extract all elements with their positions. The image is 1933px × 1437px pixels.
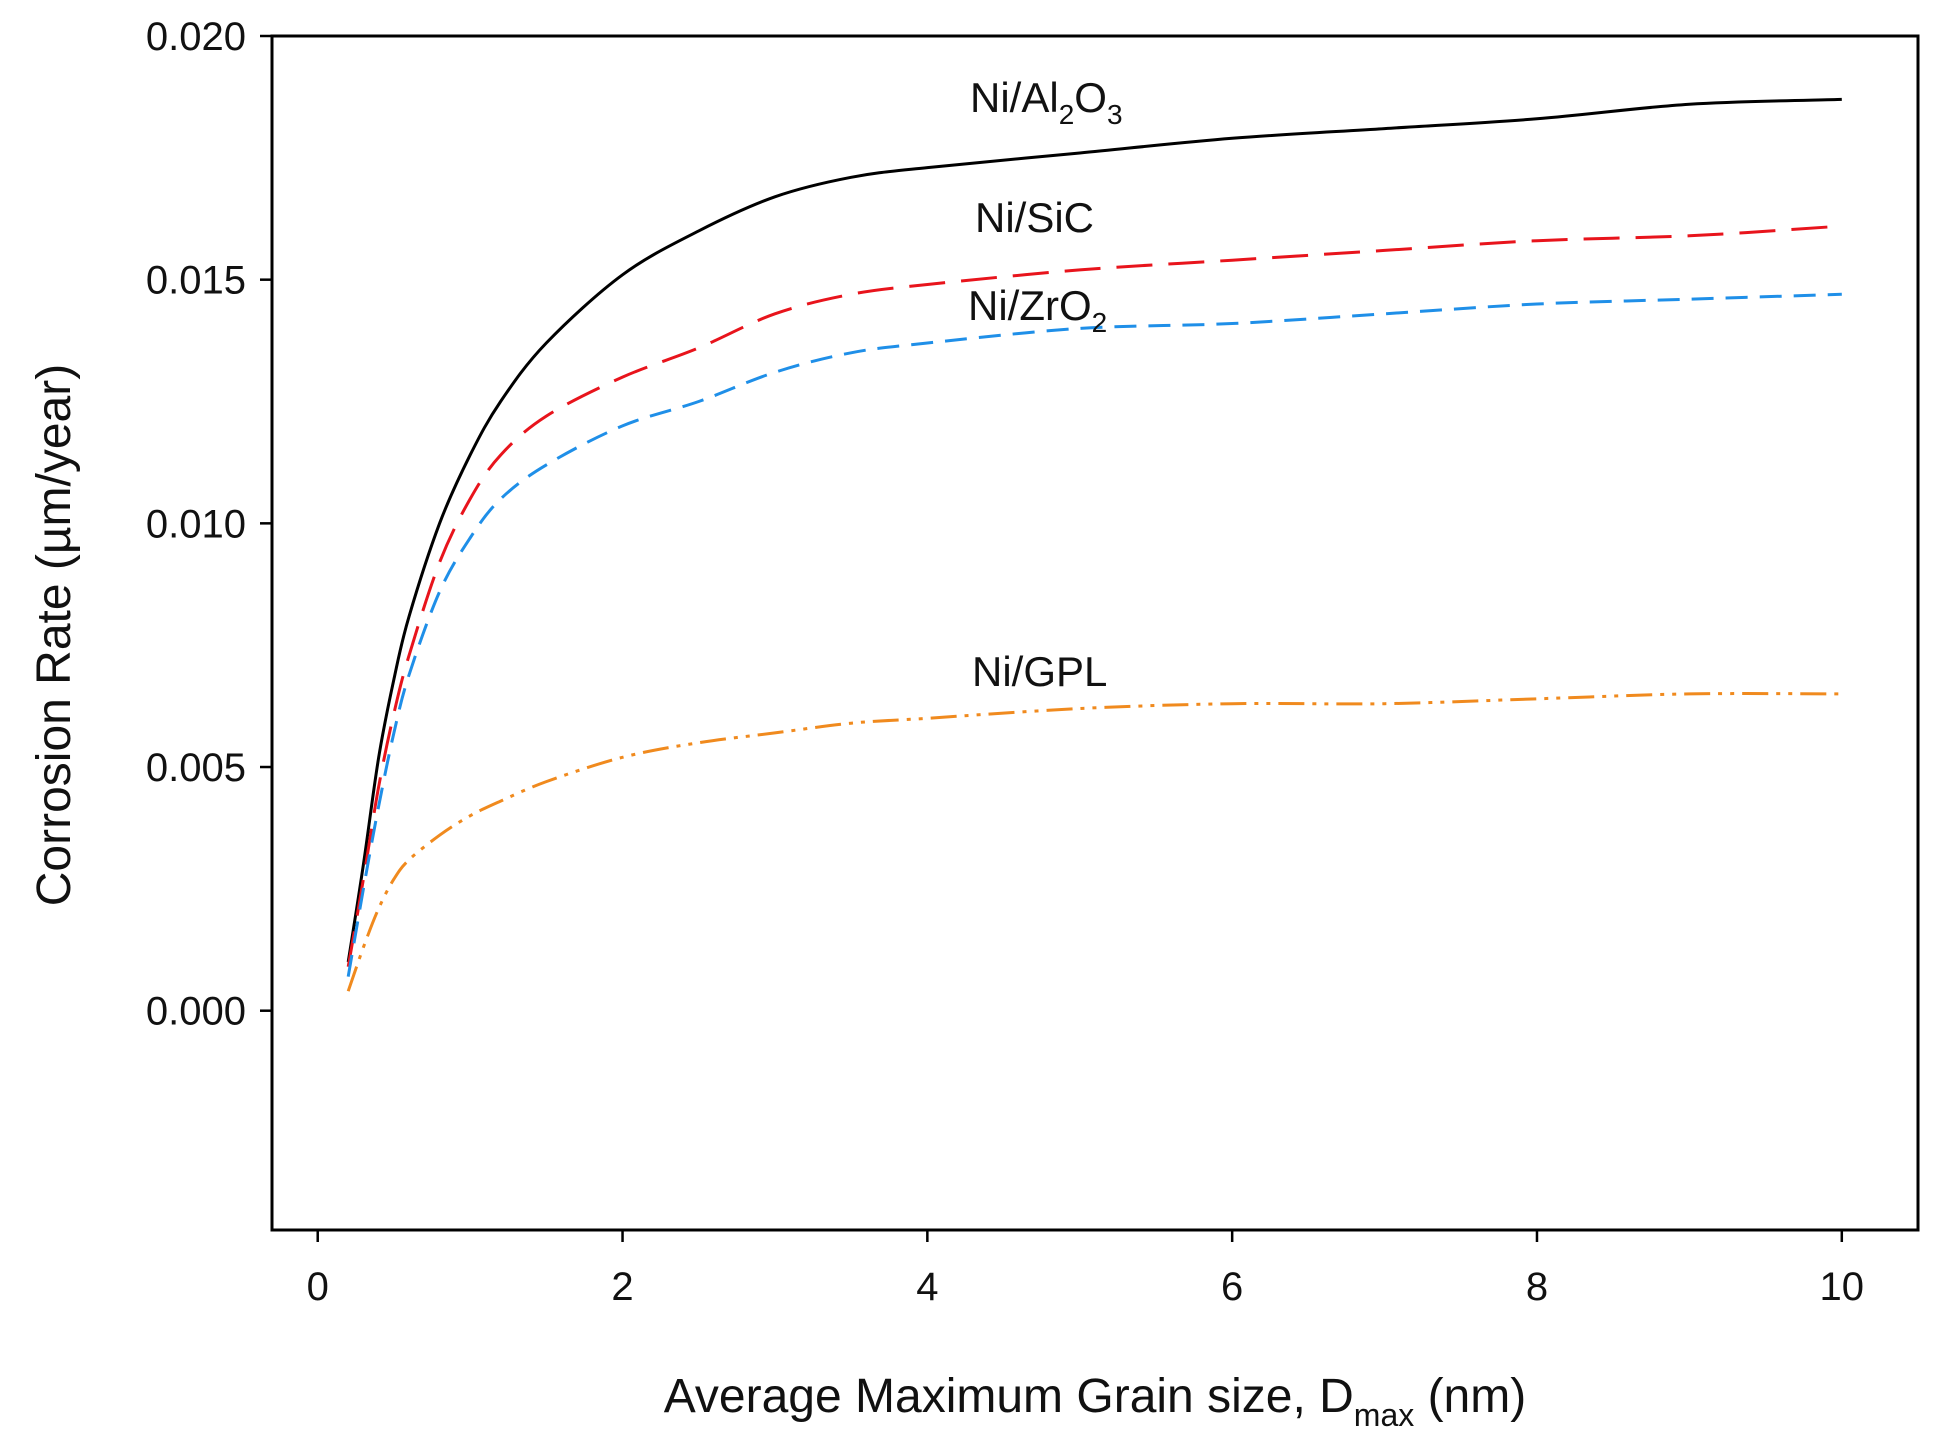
x-tick-label: 8: [1526, 1265, 1548, 1309]
y-tick-label: 0.005: [146, 746, 246, 790]
series-label-ni-al2o3: Ni/Al2O3: [970, 74, 1123, 130]
plot-frame: [270, 34, 1920, 1232]
x-tick-label: 2: [611, 1265, 633, 1309]
x-tick-label: 6: [1221, 1265, 1243, 1309]
series-label-ni-gpl: Ni/GPL: [972, 648, 1107, 695]
series-line-ni-al2o3: [346, 97, 1842, 963]
series-line-ni-gpl: [346, 692, 1842, 992]
y-tick-label: 0.020: [146, 15, 246, 59]
series-label-ni-sic: Ni/SiC: [975, 194, 1094, 241]
x-axis-title: Average Maximum Grain size, Dmax (nm): [664, 1370, 1526, 1433]
x-tick-label: 0: [307, 1265, 329, 1309]
y-axis-ticks: 0.000 0.005 0.010 0.015 0.020: [146, 15, 272, 1034]
series-label-ni-zro2: Ni/ZrO2: [968, 282, 1107, 338]
series-lines: [346, 97, 1842, 992]
series-line-ni-zro2: [346, 292, 1842, 977]
x-tick-label: 4: [916, 1265, 938, 1309]
x-tick-label: 10: [1820, 1265, 1865, 1309]
y-tick-label: 0.015: [146, 259, 246, 303]
y-axis-title: Corrosion Rate (µm/year): [28, 364, 81, 906]
series-line-ni-sic: [346, 224, 1842, 968]
x-axis-ticks: 0 2 4 6 8 10: [307, 1230, 1864, 1309]
y-tick-label: 0.000: [146, 990, 246, 1034]
y-tick-label: 0.010: [146, 502, 246, 546]
